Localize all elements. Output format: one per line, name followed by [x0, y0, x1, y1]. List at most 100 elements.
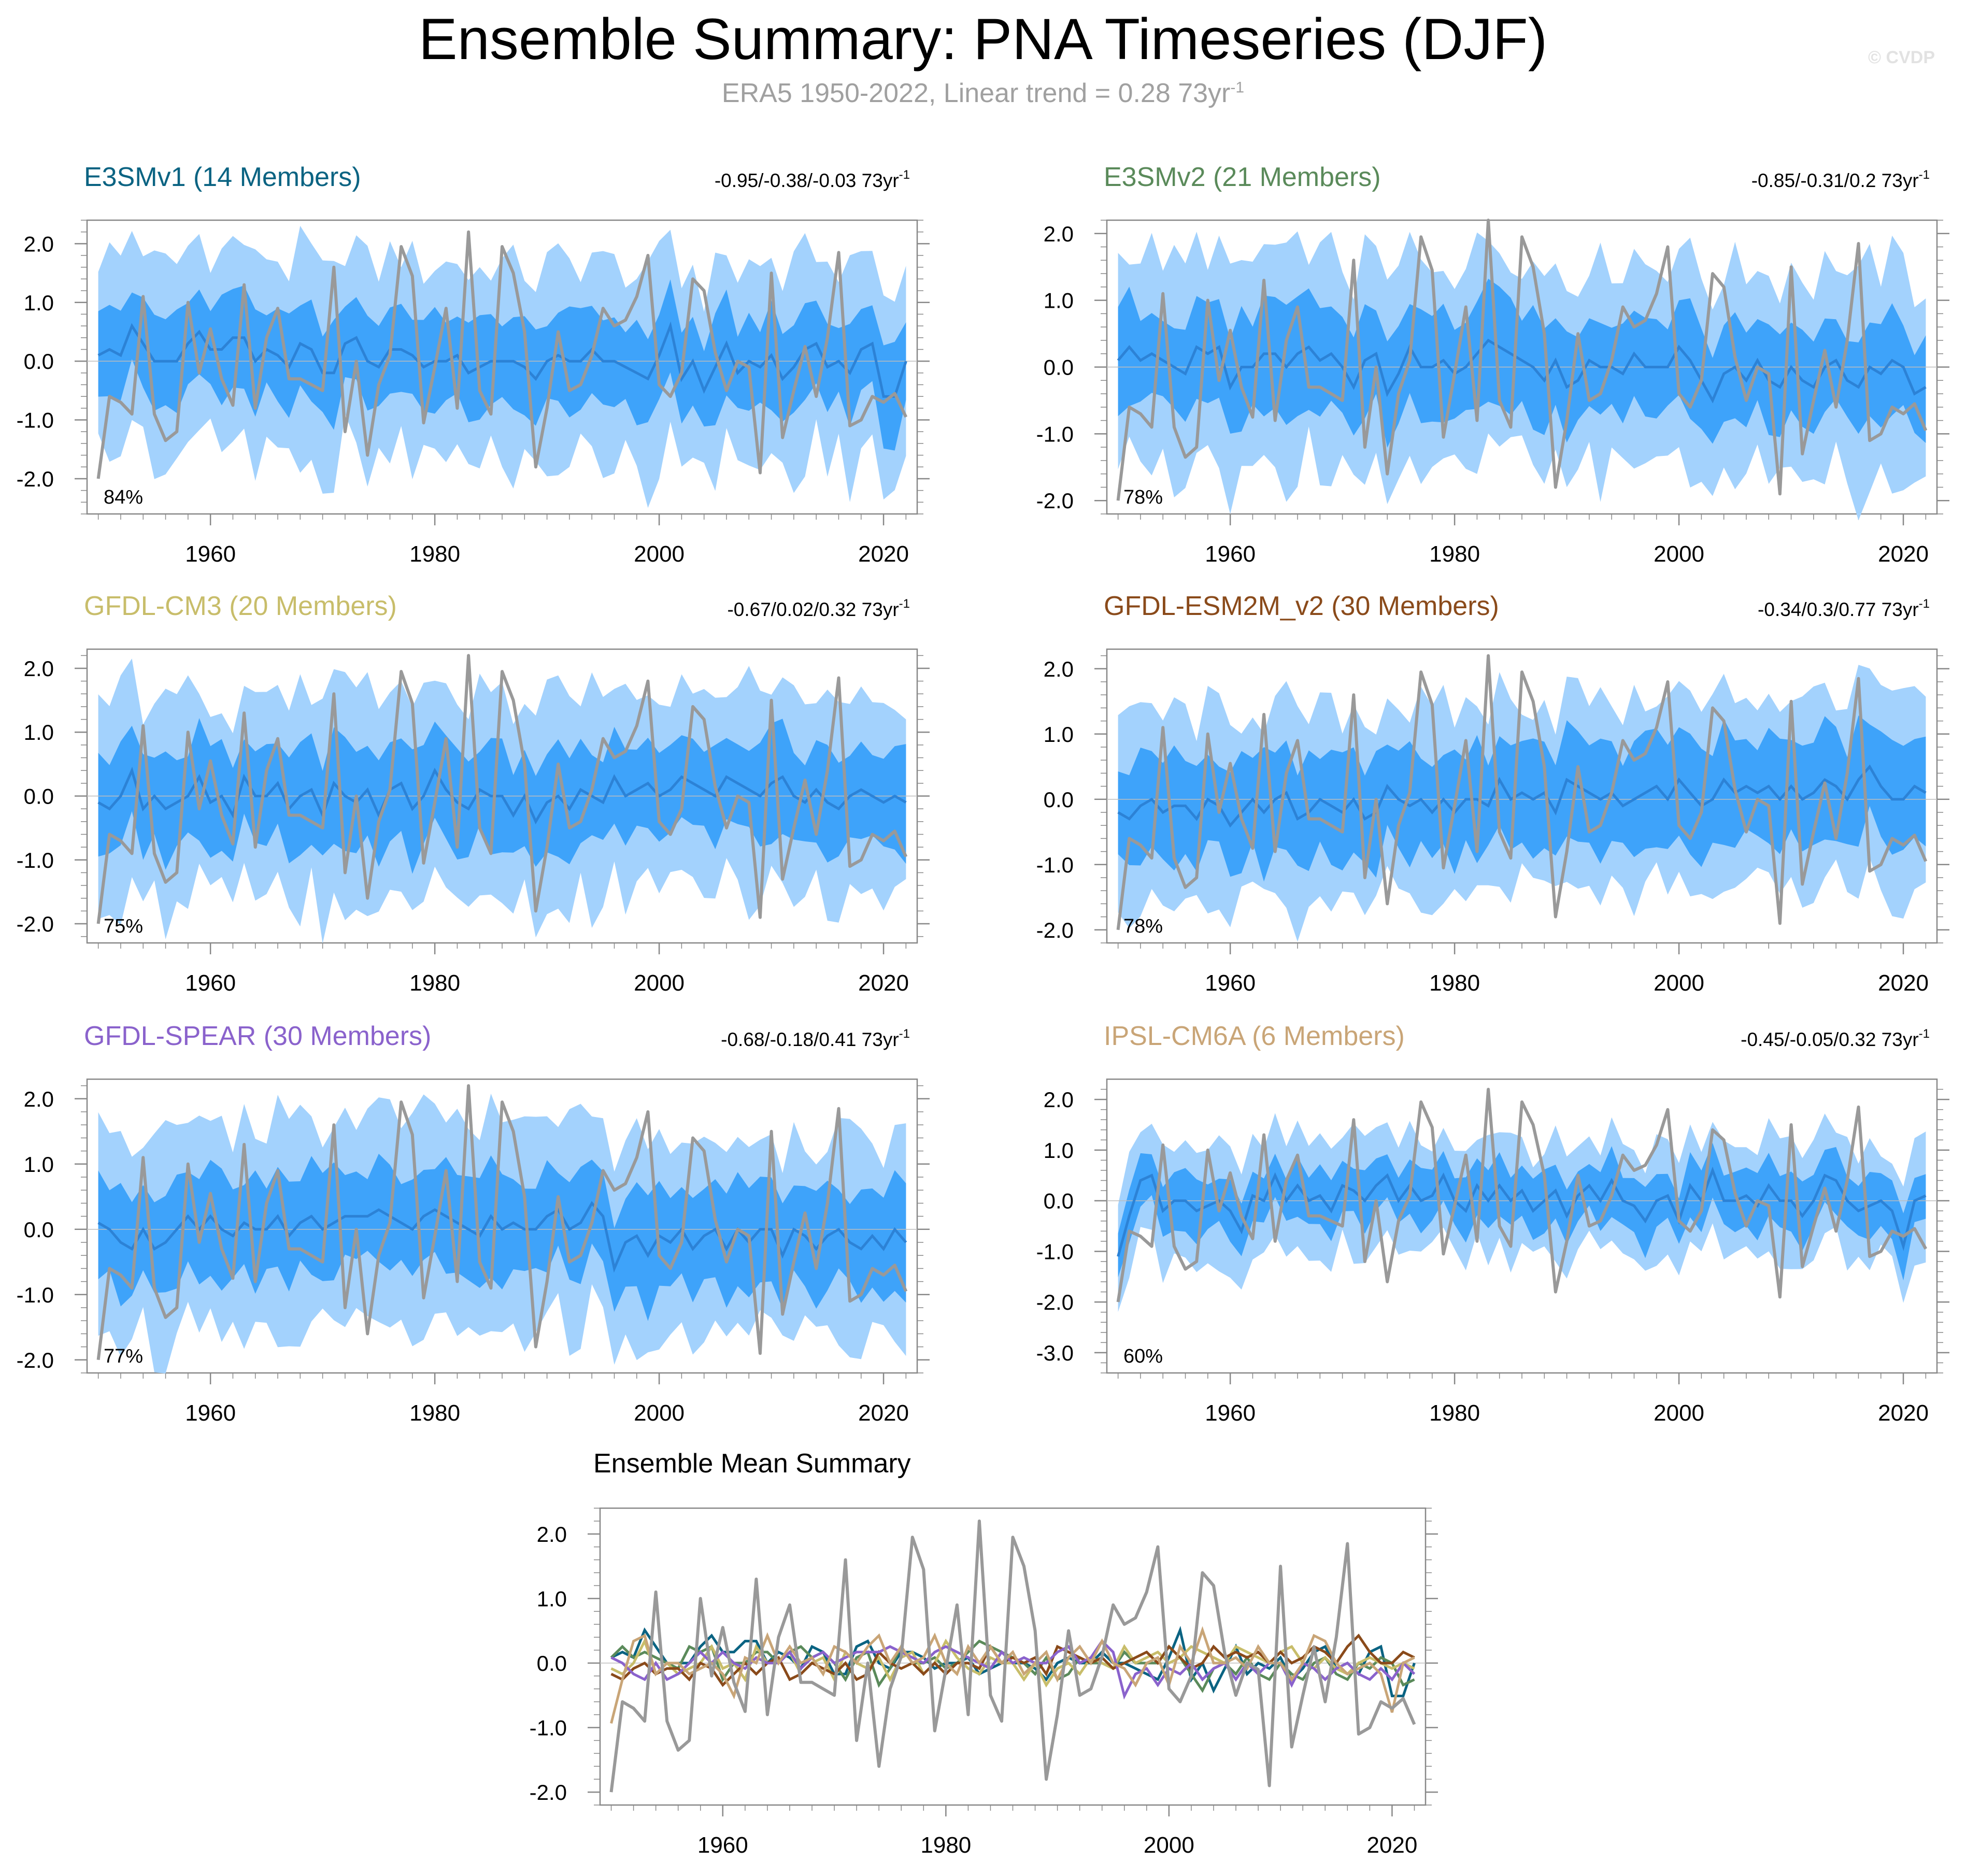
panel-3-trend: -0.67/0.02/0.32 73yr-1	[727, 597, 910, 620]
panel-6-title: IPSL-CM6A (6 Members)	[1104, 1021, 1405, 1051]
panel-5-ensemble-mean-line	[97, 1201, 907, 1273]
panel-3-ytick-label: -2.0	[17, 912, 54, 936]
panel-3-title: GFDL-CM3 (20 Members)	[84, 591, 397, 621]
panel-1-xtick-label: 1960	[185, 541, 236, 567]
subtitle-text: ERA5 1950-2022, Linear trend = 0.28 73yr	[721, 78, 1231, 108]
summary-title: Ensemble Mean Summary	[593, 1449, 911, 1479]
panel-1-ytick-label: -2.0	[17, 467, 54, 491]
panel-1-era5-line	[96, 230, 908, 479]
summary-xtick-label: 1980	[920, 1832, 971, 1858]
panel-3-era5-line	[96, 654, 908, 924]
panel-4-ytick-label: -2.0	[1036, 918, 1074, 942]
panel-4-title: GFDL-ESM2M_v2 (30 Members)	[1104, 591, 1499, 621]
panel-4-xtick-label: 2000	[1654, 970, 1704, 996]
panel-1-ytick-label: 1.0	[24, 291, 54, 315]
panel-2-percent: 78%	[1123, 486, 1163, 508]
panel-1-ytick-label: 0.0	[24, 349, 54, 374]
summary-ytick-label: -2.0	[530, 1780, 567, 1805]
panel-5-trend-exponent: -1	[899, 1027, 910, 1041]
panel-5-ytick-label: 0.0	[24, 1218, 54, 1242]
ensemble-panel-2: -2.0 -1.0 0.0 1.0 2.0 1960 1980 2000 2020 E3SMv2 …	[1036, 162, 1949, 567]
panel-4-ytick-label: -1.0	[1036, 853, 1074, 877]
summary-series-4	[610, 1634, 1415, 1687]
panel-6-trend: -0.45/-0.05/0.32 73yr-1	[1741, 1027, 1930, 1050]
summary-series-6	[610, 1626, 1415, 1724]
panel-4-ensemble-mean-line	[1117, 764, 1927, 828]
page-subtitle: ERA5 1950-2022, Linear trend = 0.28 73yr…	[0, 78, 1966, 109]
panel-1-ytick-label: 2.0	[24, 232, 54, 256]
panel-3-xtick-label: 2000	[634, 970, 685, 996]
panel-4-ytick-label: 1.0	[1044, 722, 1074, 747]
panel-4-xtick-label: 2020	[1878, 970, 1929, 996]
cvdp-watermark: © CVDP	[1868, 48, 1935, 67]
panel-2-title: E3SMv2 (21 Members)	[1104, 162, 1381, 192]
panel-4-percent: 78%	[1123, 915, 1163, 937]
panel-4-xtick-label: 1960	[1205, 970, 1256, 996]
panel-3-xtick-label: 1960	[185, 970, 236, 996]
panel-6-percent: 60%	[1123, 1345, 1163, 1367]
panel-5-xtick-label: 1960	[185, 1400, 236, 1426]
panel-3-xtick-label: 1980	[409, 970, 460, 996]
ensemble-panel-3: -2.0 -1.0 0.0 1.0 2.0 1960 1980 2000 2020 GFDL-CM…	[17, 591, 930, 996]
summary-ytick-label: 2.0	[537, 1522, 567, 1546]
panel-1-ensemble-mean-line	[97, 321, 907, 398]
panel-5-title: GFDL-SPEAR (30 Members)	[84, 1021, 431, 1051]
subtitle-exponent: -1	[1230, 79, 1245, 96]
panel-2-trend: -0.85/-0.31/0.2 73yr-1	[1751, 168, 1930, 191]
panel-6-ytick-label: -2.0	[1036, 1290, 1074, 1314]
summary-xtick-label: 2000	[1144, 1832, 1194, 1858]
panel-6-ytick-label: -1.0	[1036, 1239, 1074, 1264]
panel-4-ytick-label: 2.0	[1044, 657, 1074, 681]
panel-6-xtick-label: 2020	[1878, 1400, 1929, 1426]
summary-ytick-label: 1.0	[537, 1586, 567, 1611]
panel-6-ensemble-mean-line	[1117, 1166, 1927, 1257]
panel-6-inner-band	[1118, 1143, 1926, 1281]
panel-2-ytick-label: 2.0	[1044, 222, 1074, 246]
summary-xtick-label: 1960	[697, 1832, 748, 1858]
panel-1-trend-exponent: -1	[899, 168, 910, 182]
panel-2-trend-exponent: -1	[1919, 168, 1930, 182]
panel-3-ensemble-mean-line	[97, 766, 907, 825]
panel-2-xtick-label: 2000	[1654, 541, 1704, 567]
summary-era5-line	[609, 1519, 1416, 1793]
panel-5-percent: 77%	[104, 1345, 143, 1367]
panel-2-xtick-label: 1980	[1429, 541, 1480, 567]
ensemble-panel-1: -2.0 -1.0 0.0 1.0 2.0 1960 1980 2000 2020 E3SMv1 …	[17, 162, 930, 567]
panel-4-trend-exponent: -1	[1919, 597, 1930, 611]
panel-6-ytick-label: -3.0	[1036, 1341, 1074, 1365]
panel-1-xtick-label: 1980	[409, 541, 460, 567]
panel-6-era5-line	[1116, 1087, 1928, 1302]
panel-2-xtick-label: 1960	[1205, 541, 1256, 567]
panel-5-era5-line	[96, 1084, 908, 1361]
ensemble-panel-4: -2.0 -1.0 0.0 1.0 2.0 1960 1980 2000 2020 GFDL-ES…	[1036, 591, 1949, 996]
panel-1-ytick-label: -1.0	[17, 408, 54, 433]
panel-3-xtick-label: 2020	[858, 970, 909, 996]
panel-6-ytick-label: 2.0	[1044, 1087, 1074, 1112]
panel-2-ytick-label: -2.0	[1036, 489, 1074, 513]
panel-2-ytick-label: 0.0	[1044, 355, 1074, 380]
panel-5-trend: -0.68/-0.18/0.41 73yr-1	[721, 1027, 910, 1050]
panel-3-ytick-label: 2.0	[24, 656, 54, 681]
panel-3-trend-exponent: -1	[899, 597, 910, 611]
panel-3-percent: 75%	[104, 915, 143, 937]
page-title: Ensemble Summary: PNA Timeseries (DJF)	[418, 7, 1548, 71]
panel-4-xtick-label: 1980	[1429, 970, 1480, 996]
panel-5-xtick-label: 2000	[634, 1400, 685, 1426]
panel-2-ytick-label: 1.0	[1044, 289, 1074, 313]
panel-3-ytick-label: 1.0	[24, 720, 54, 744]
panel-2-era5-line	[1116, 219, 1928, 501]
panel-1-trend: -0.95/-0.38/-0.03 73yr-1	[715, 168, 910, 191]
panel-2-xtick-label: 2020	[1878, 541, 1929, 567]
ensemble-mean-summary-panel: -2.0 -1.0 0.0 1.0 2.0 1960 1980 2000 2020 Ensembl…	[530, 1449, 1438, 1858]
panel-4-inner-band	[1118, 715, 1926, 882]
panel-5-inner-band	[98, 1153, 906, 1321]
summary-ytick-label: -1.0	[530, 1716, 567, 1740]
panel-1-title: E3SMv1 (14 Members)	[84, 162, 361, 192]
panel-6-trend-exponent: -1	[1919, 1027, 1930, 1041]
panel-6-ytick-label: 1.0	[1044, 1138, 1074, 1163]
panel-5-xtick-label: 2020	[858, 1400, 909, 1426]
panel-2-ytick-label: -1.0	[1036, 422, 1074, 446]
panel-5-ytick-label: -1.0	[17, 1283, 54, 1307]
panel-5-ytick-label: 2.0	[24, 1087, 54, 1111]
